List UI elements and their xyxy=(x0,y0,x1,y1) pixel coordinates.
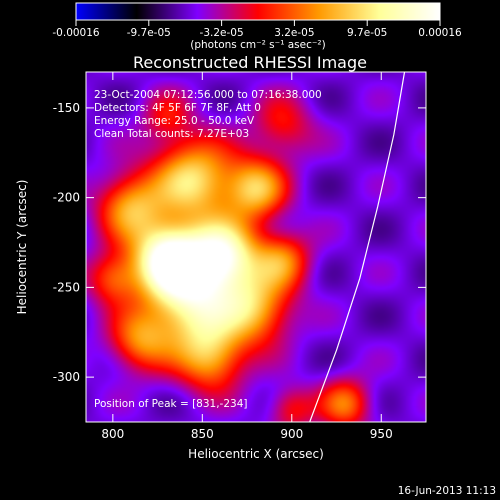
y-tick-label: -300 xyxy=(53,370,80,384)
x-tick-label: 900 xyxy=(280,427,303,441)
colorbar-gradient xyxy=(75,2,441,21)
colorbar-units: (photons cm⁻² s⁻¹ asec⁻²) xyxy=(190,39,325,51)
colorbar: -0.00016 -9.7e-05 -3.2e-05 3.2e-05 9.7e-05 0.… xyxy=(52,2,462,51)
footer-timestamp: 16-Jun-2013 11:13 xyxy=(398,485,496,497)
solar-limb-curve xyxy=(309,71,406,423)
colorbar-tick-label: -9.7e-05 xyxy=(127,27,171,39)
colorbar-tick-label: 0.00016 xyxy=(418,27,462,39)
y-axis-label: Heliocentric Y (arcsec) xyxy=(15,180,29,315)
x-tick-label: 950 xyxy=(370,427,393,441)
colorbar-tick-label: 9.7e-05 xyxy=(347,27,387,39)
chart-title: Reconstructed RHESSI Image xyxy=(133,53,367,72)
annotation-time-range: 23-Oct-2004 07:12:56.000 to 07:16:38.000 xyxy=(94,89,322,101)
y-tick-label: -250 xyxy=(53,280,80,294)
peak-position-label: Position of Peak = [831,-234] xyxy=(94,398,248,410)
y-tick-label: -200 xyxy=(53,191,80,205)
annotation-block: 23-Oct-2004 07:12:56.000 to 07:16:38.000… xyxy=(94,89,322,140)
colorbar-tick-label: -3.2e-05 xyxy=(200,27,244,39)
annotation-clean-counts: Clean Total counts: 7.27E+03 xyxy=(94,128,249,140)
colorbar-tick-label: -0.00016 xyxy=(52,27,100,39)
annotation-energy-range: Energy Range: 25.0 - 50.0 keV xyxy=(94,115,255,127)
colorbar-tick-label: 3.2e-05 xyxy=(274,27,314,39)
y-tick-label: -150 xyxy=(53,101,80,115)
x-tick-label: 850 xyxy=(191,427,214,441)
x-axis-label: Heliocentric X (arcsec) xyxy=(188,447,324,461)
heatmap-image xyxy=(86,72,426,422)
x-tick-label: 800 xyxy=(101,427,124,441)
annotation-detectors: Detectors: 4F 5F 6F 7F 8F, Att 0 xyxy=(94,102,261,114)
plot-area: 800 850 900 950 -150 -200 -250 -300 xyxy=(53,71,427,441)
plot-frame xyxy=(85,71,427,423)
